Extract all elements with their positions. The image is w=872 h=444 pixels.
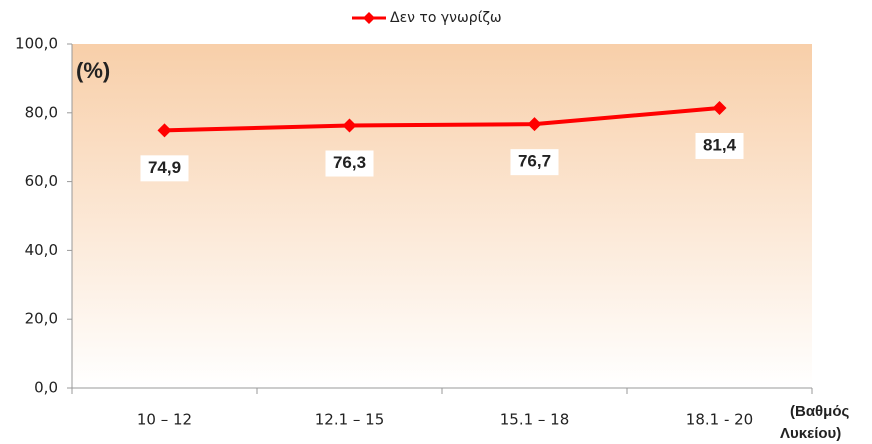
data-label: 74,9 (148, 158, 181, 177)
y-tick-label: 80,0 (25, 103, 58, 121)
x-axis-label: Λυκείου) (780, 425, 841, 442)
data-label: 81,4 (703, 135, 737, 154)
marker (527, 117, 542, 132)
legend-label: Δεν το γνωρίζω (390, 10, 502, 26)
series-line (164, 105, 720, 133)
x-tick-label: 10 – 12 (137, 411, 192, 429)
legend-marker (363, 12, 375, 24)
data-label-box (140, 155, 189, 182)
data-label: 76,7 (518, 152, 551, 171)
marker (342, 118, 357, 133)
y-tick-label: 100,0 (15, 35, 58, 53)
data-label-box (695, 132, 744, 159)
y-tick-label: 40,0 (25, 241, 58, 259)
data-label: 76,3 (333, 153, 366, 172)
x-tick-label: 12.1 – 15 (315, 411, 385, 429)
x-tick-label: 15.1 – 18 (500, 411, 570, 429)
x-axis-label: (Βαθμός (790, 403, 849, 420)
y-axis-label: (%) (76, 58, 110, 83)
plot-area (72, 44, 812, 388)
x-tick-label: 18.1 - 20 (686, 411, 753, 429)
y-tick-label: 20,0 (25, 310, 58, 328)
y-tick-label: 60,0 (25, 172, 58, 190)
data-label-box (325, 150, 374, 177)
marker (712, 100, 727, 115)
y-tick-label: 0,0 (34, 379, 58, 397)
data-label-box (510, 149, 559, 176)
marker (157, 123, 172, 138)
